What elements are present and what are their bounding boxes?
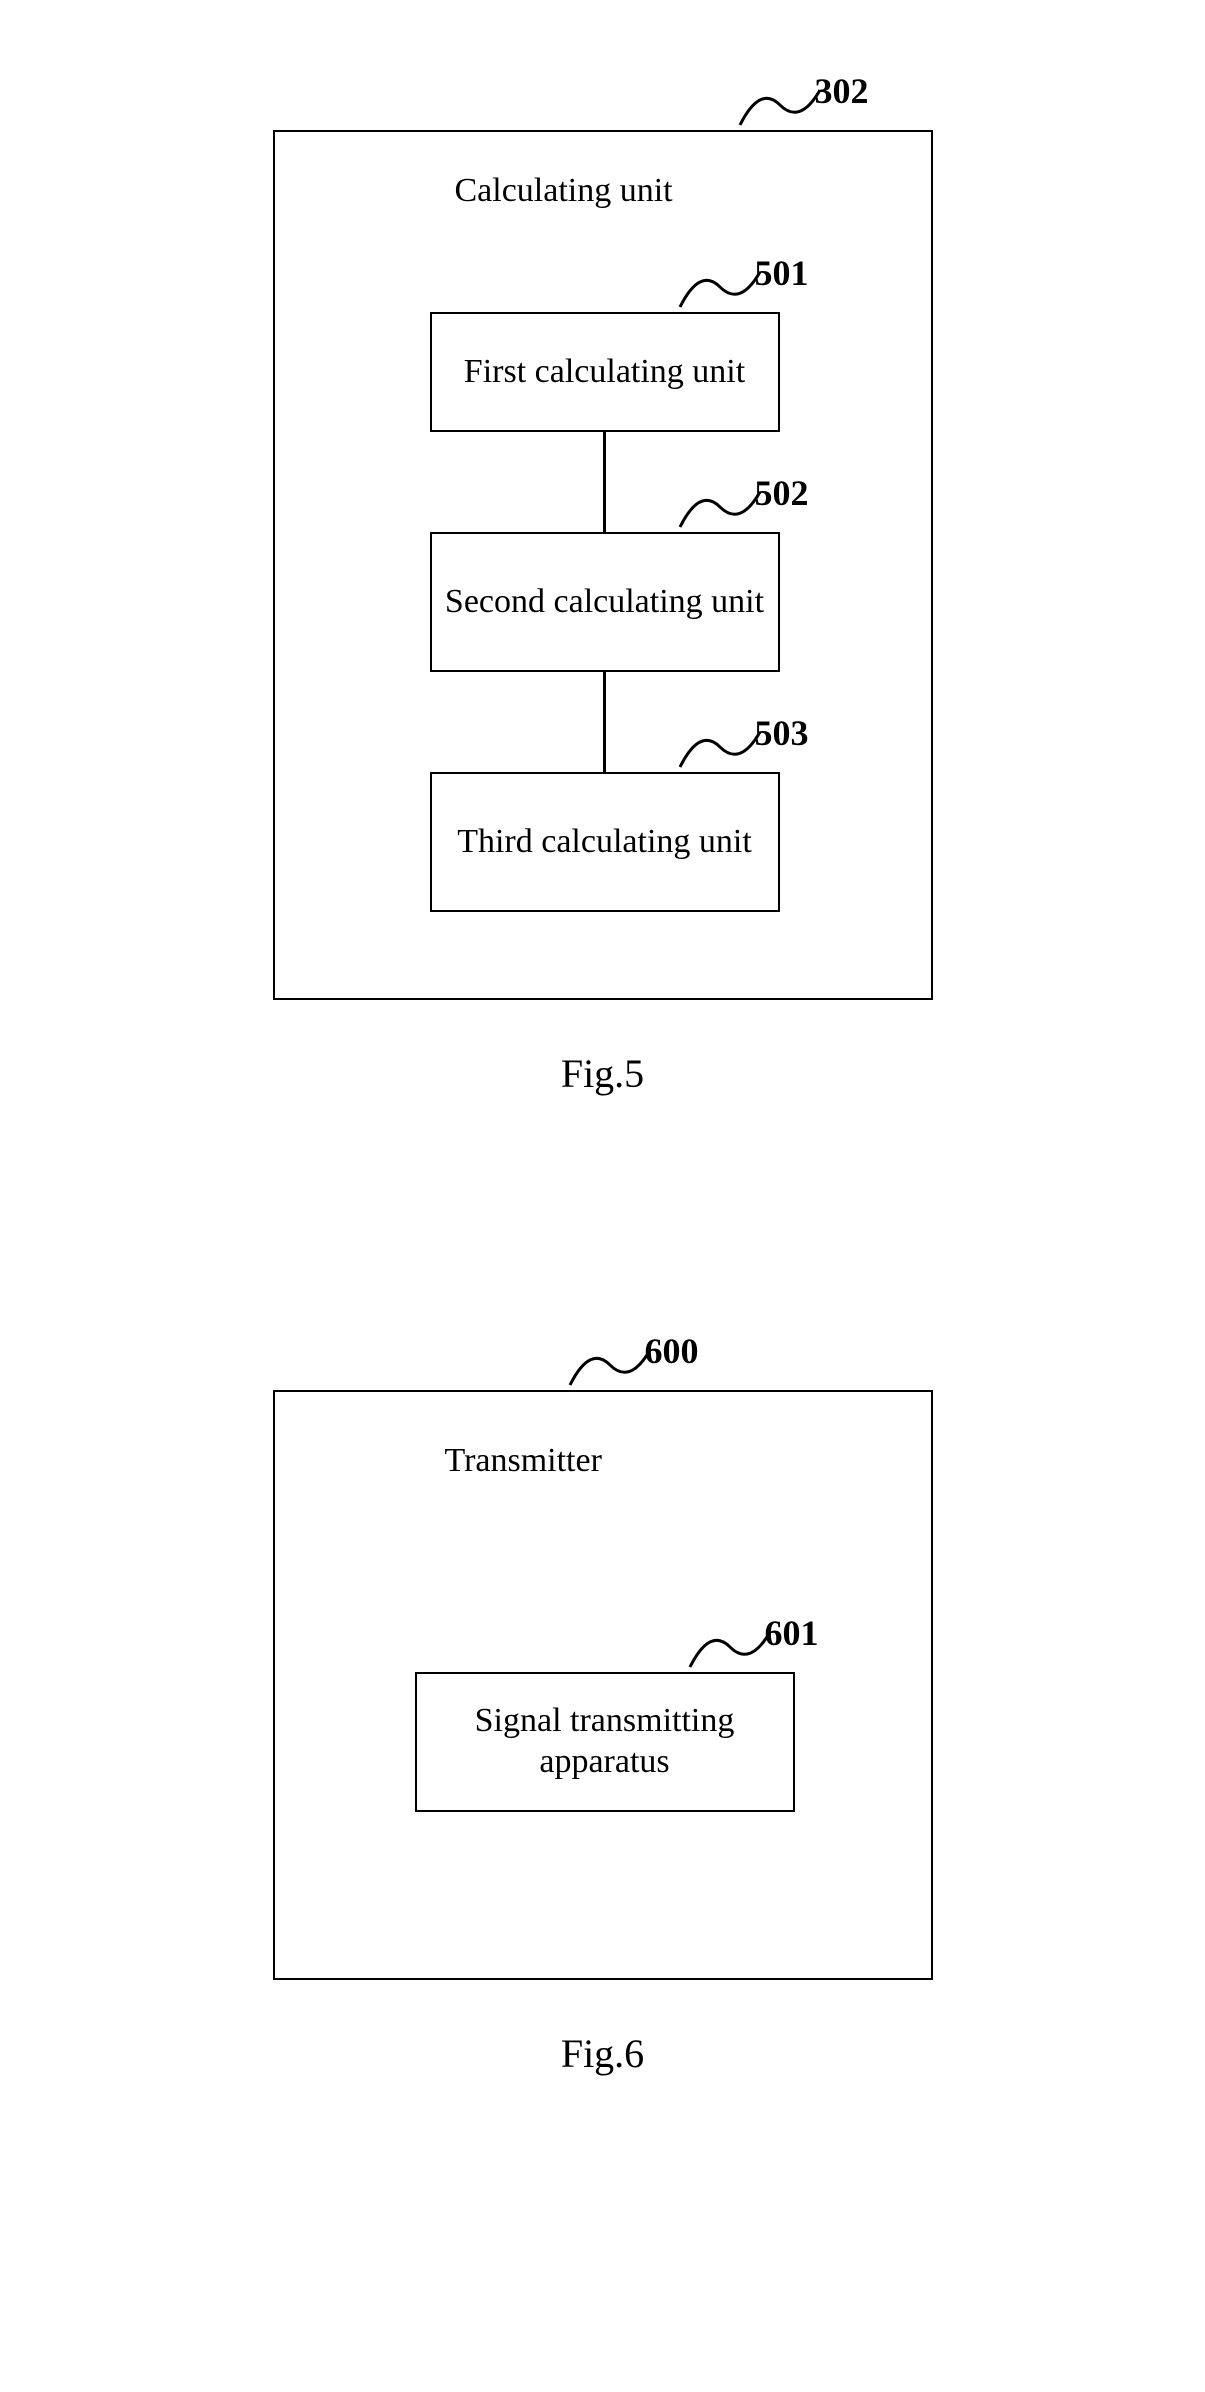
figure-6: 600 Transmitter 601 Signal transmitting … — [273, 1390, 933, 1980]
transmitter-label: Transmitter — [445, 1442, 602, 1480]
leader-502 — [675, 482, 765, 532]
fig5-caption: Fig.5 — [561, 1050, 644, 1097]
fig6-caption-text: Fig.6 — [561, 2031, 644, 2076]
signal-transmitting-apparatus-text: Signal transmitting apparatus — [417, 1701, 793, 1783]
calculating-unit-box: 302 Calculating unit 501 First calculati… — [273, 130, 933, 1000]
fig6-caption: Fig.6 — [561, 2030, 644, 2077]
third-calculating-unit-box: Third calculating unit — [430, 772, 780, 912]
leader-503 — [675, 722, 765, 772]
transmitter-box: 600 Transmitter 601 Signal transmitting … — [273, 1390, 933, 1980]
connector-501-502 — [603, 432, 606, 532]
signal-transmitting-apparatus-box: Signal transmitting apparatus — [415, 1672, 795, 1812]
connector-502-503 — [603, 672, 606, 772]
leader-501 — [675, 262, 765, 312]
figure-5: 302 Calculating unit 501 First calculati… — [273, 130, 933, 1000]
calculating-unit-label: Calculating unit — [455, 172, 673, 210]
second-calculating-unit-text: Second calculating unit — [445, 582, 764, 623]
leader-600 — [565, 1340, 655, 1390]
fig5-caption-text: Fig.5 — [561, 1051, 644, 1096]
third-calculating-unit-text: Third calculating unit — [457, 822, 752, 863]
first-calculating-unit-box: First calculating unit — [430, 312, 780, 432]
first-calculating-unit-text: First calculating unit — [464, 352, 745, 393]
leader-601 — [685, 1622, 775, 1672]
second-calculating-unit-box: Second calculating unit — [430, 532, 780, 672]
leader-302 — [735, 80, 825, 130]
